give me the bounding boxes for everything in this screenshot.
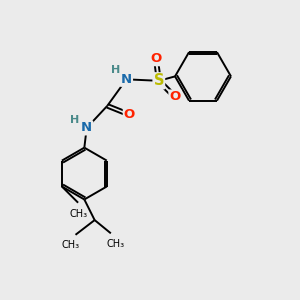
- Text: O: O: [150, 52, 161, 65]
- Text: N: N: [121, 73, 132, 86]
- Text: H: H: [111, 65, 120, 76]
- Text: CH₃: CH₃: [106, 238, 124, 249]
- Text: O: O: [124, 108, 135, 121]
- Text: CH₃: CH₃: [61, 240, 79, 250]
- Text: H: H: [70, 115, 79, 125]
- Text: N: N: [81, 122, 92, 134]
- Text: O: O: [169, 91, 181, 103]
- Text: CH₃: CH₃: [70, 209, 88, 219]
- Text: S: S: [154, 73, 164, 88]
